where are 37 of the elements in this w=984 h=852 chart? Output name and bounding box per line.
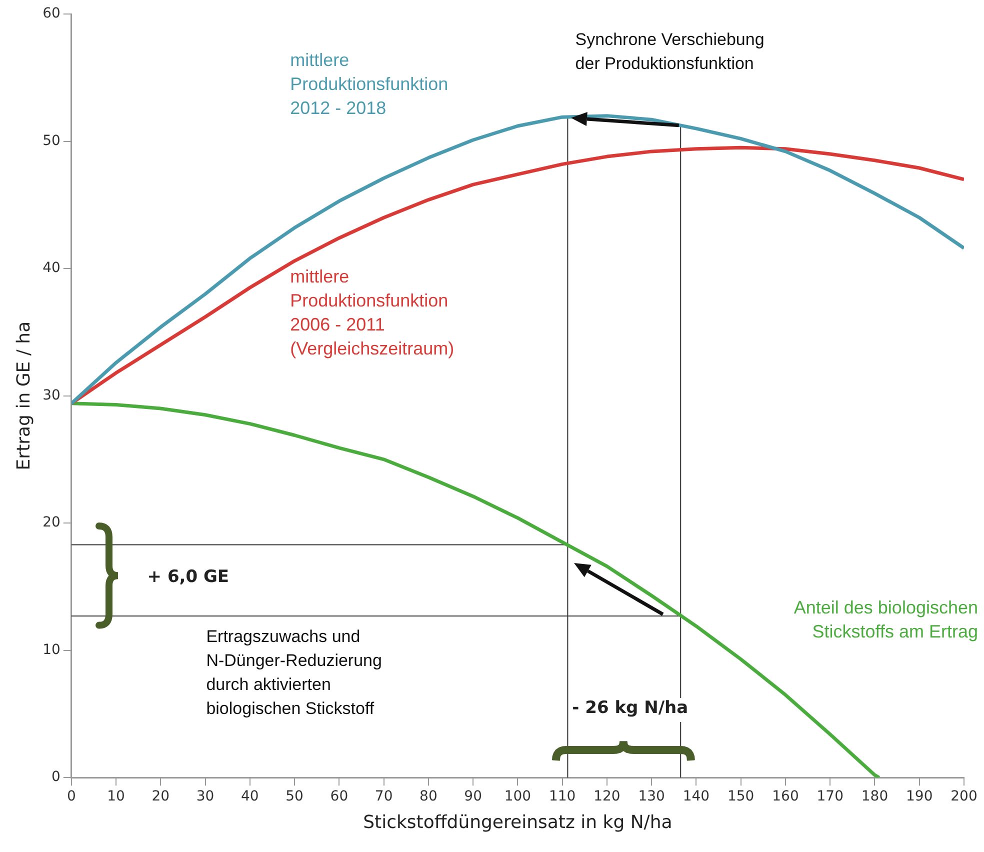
- annotation: + 6,0 GE: [147, 566, 230, 587]
- x-tick-label: 120: [594, 788, 620, 805]
- x-tick-label: 100: [504, 788, 532, 805]
- y-tick-label: 20: [42, 514, 60, 531]
- y-tick-label: 30: [42, 387, 60, 404]
- x-tick-label: 80: [420, 788, 438, 805]
- x-tick-label: 180: [861, 788, 888, 805]
- x-tick-label: 160: [772, 788, 799, 805]
- y-tick-label: 50: [42, 132, 60, 149]
- annotation: Ertragszuwachs und N-Dünger-Reduzierung durch aktivierten biologischen Stickstoff: [206, 626, 382, 718]
- x-tick-label: 0: [66, 788, 76, 805]
- x-tick-label: 70: [374, 788, 393, 805]
- x-axis-title: Stickstoffdüngereinsatz in kg N/ha: [363, 812, 672, 833]
- x-tick-label: 130: [638, 788, 665, 805]
- y-tick-label: 40: [42, 260, 60, 276]
- y-tick-label: 0: [51, 769, 60, 786]
- x-tick-label: 150: [727, 788, 754, 805]
- x-tick-label: 90: [464, 788, 482, 805]
- x-tick-label: 40: [241, 788, 259, 805]
- y-tick-label: 60: [42, 6, 60, 22]
- x-tick-label: 190: [906, 788, 933, 805]
- annotation: Synchrone Verschiebung der Produktionsfunktion: [575, 30, 764, 74]
- x-tick-label: 20: [152, 788, 170, 805]
- x-tick-label: 110: [548, 788, 576, 805]
- annotation: - 26 kg N/ha: [572, 698, 688, 718]
- x-tick-label: 200: [950, 788, 978, 805]
- x-tick-label: 30: [196, 788, 214, 805]
- x-tick-label: 60: [330, 788, 348, 805]
- y-tick-label: 10: [42, 642, 60, 658]
- series-label: mittlere Produktionsfunktion 2012 - 2018: [290, 50, 448, 118]
- text: Anteil des biologischen Stickstoffs am Ertrag: [794, 597, 978, 642]
- y-axis-title: Ertrag in GE / ha: [13, 321, 34, 470]
- x-tick-label: 170: [816, 788, 844, 805]
- x-tick-label: 10: [107, 788, 125, 805]
- x-tick-label: 50: [286, 788, 304, 805]
- x-tick-label: 140: [682, 788, 710, 805]
- series-label: mittlere Produktionsfunktion 2006 - 2011 (Vergleichszeitraum): [290, 266, 454, 358]
